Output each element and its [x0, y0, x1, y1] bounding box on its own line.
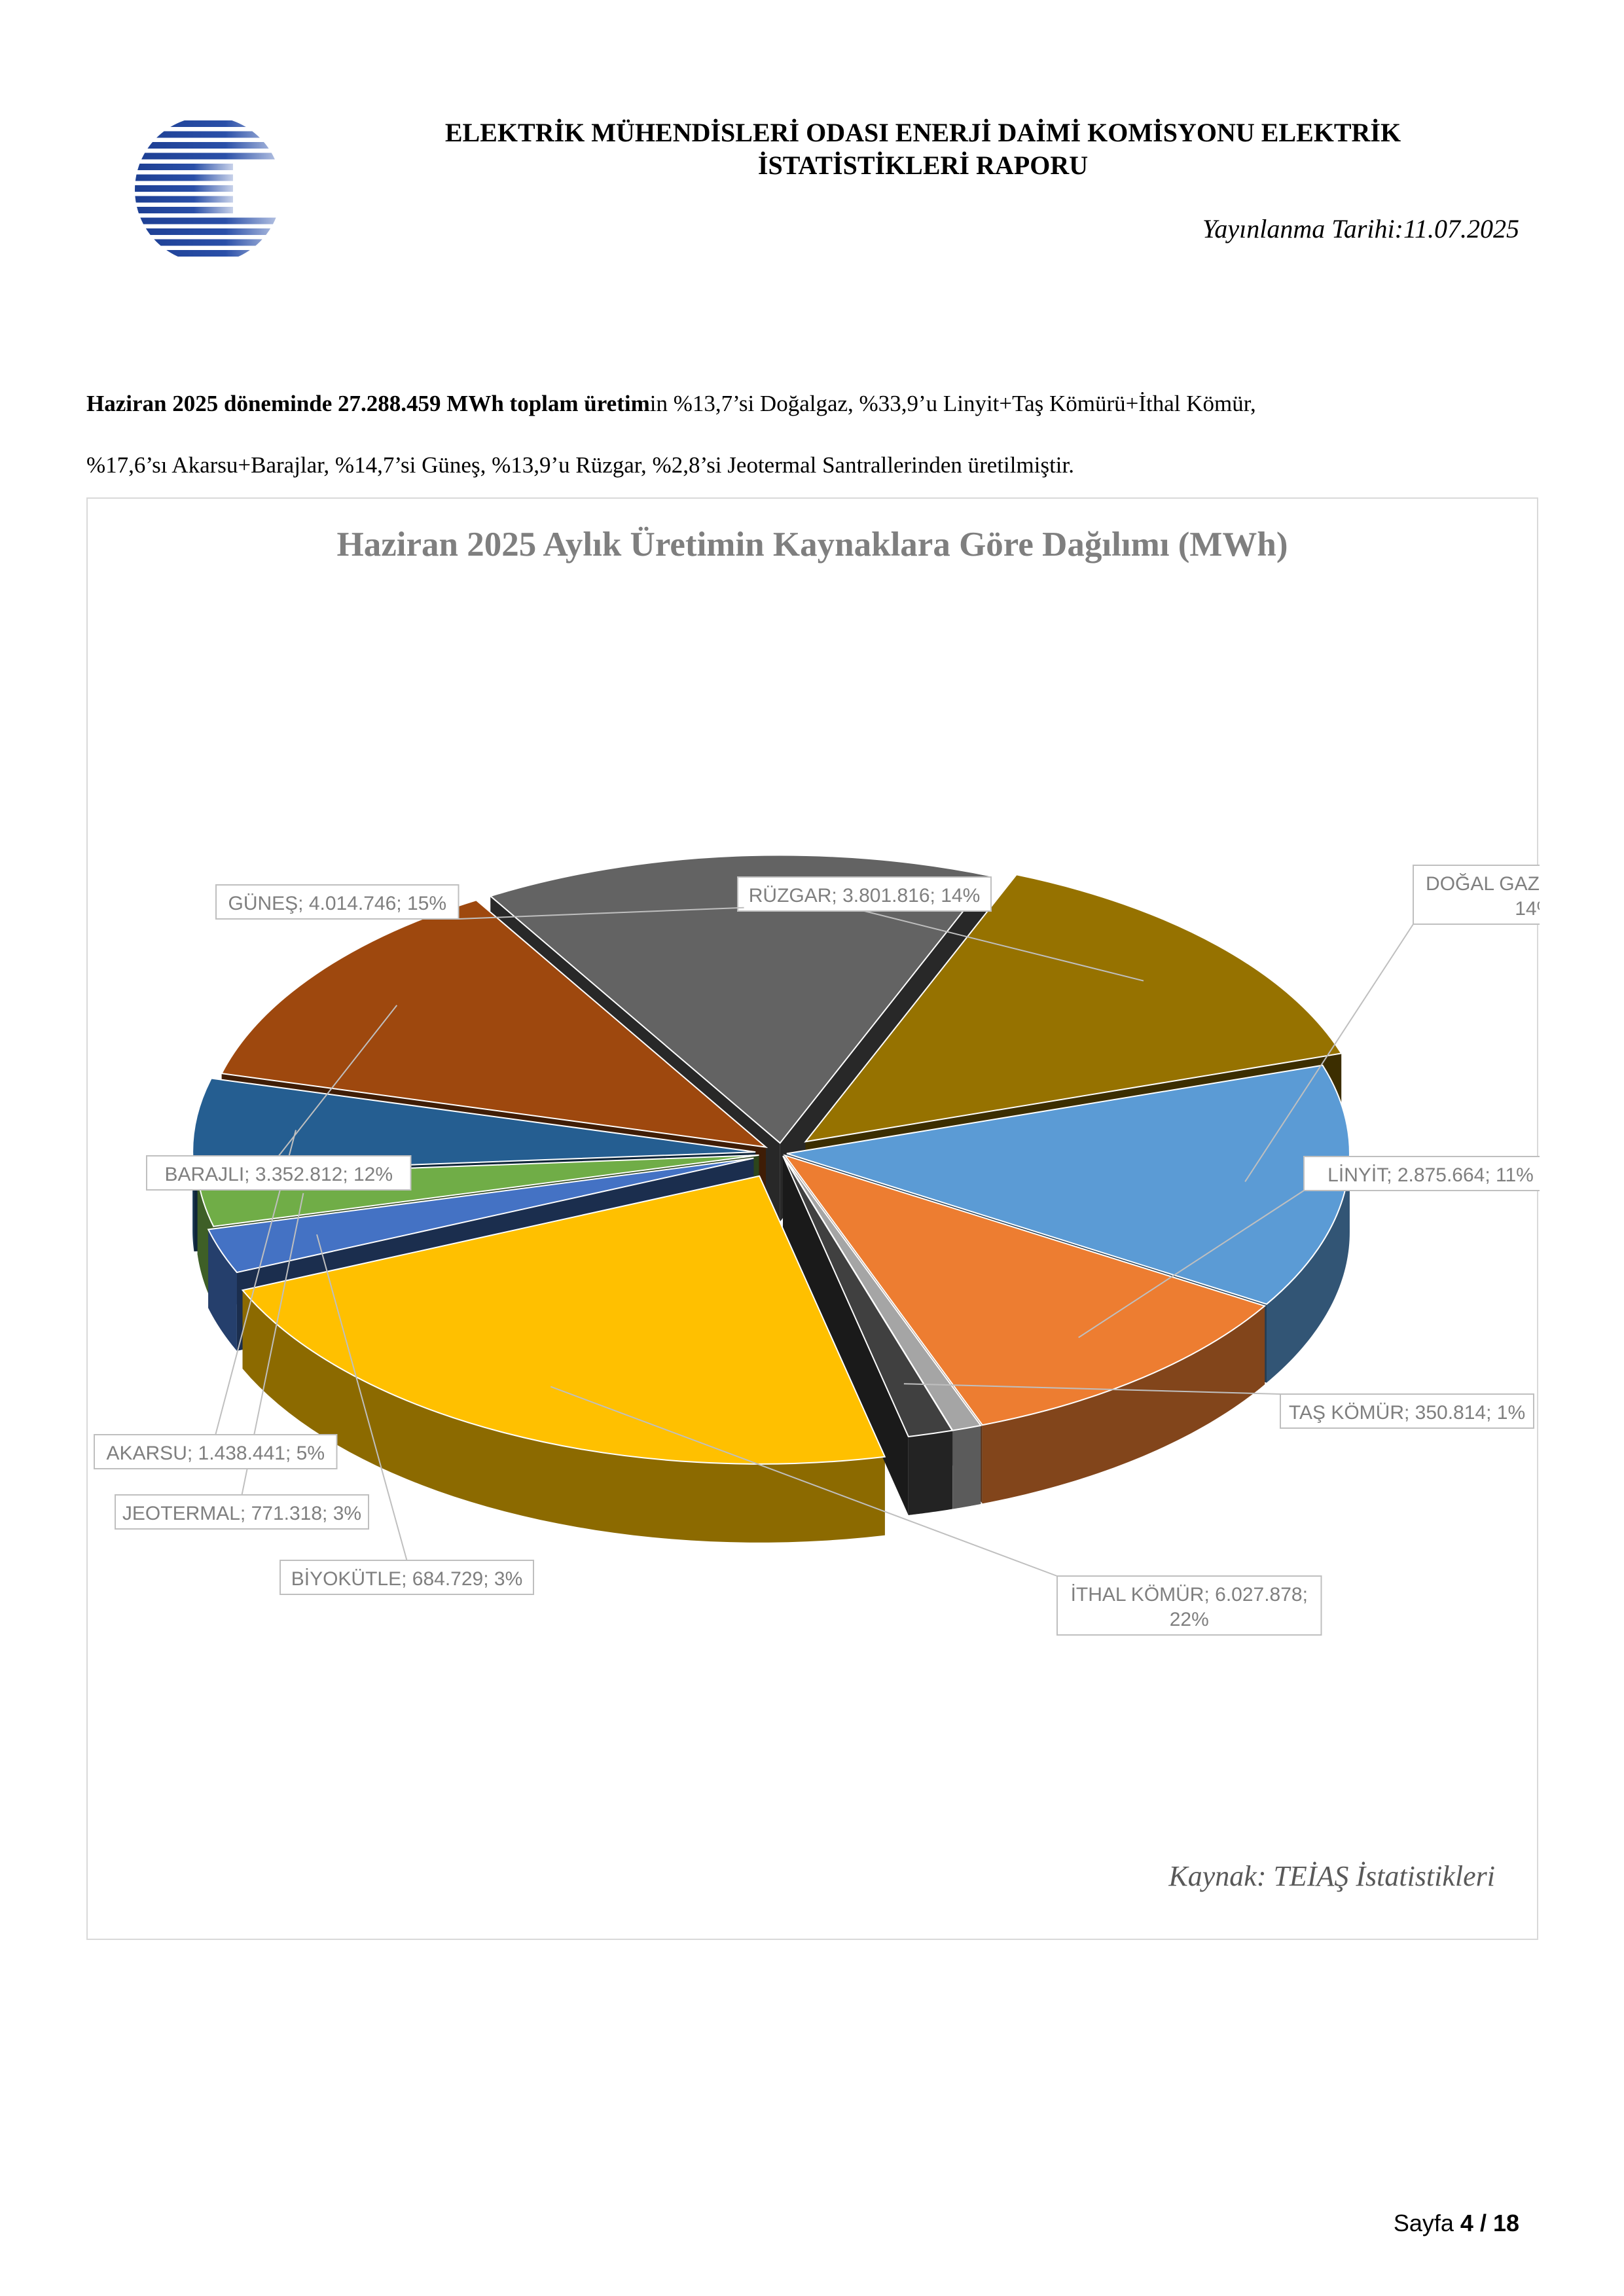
data-label: BARAJLI; 3.352.812; 12%	[164, 1164, 393, 1185]
pie-rim	[908, 1430, 952, 1515]
chart-frame: Haziran 2025 Aylık Üretimin Kaynaklara G…	[86, 497, 1540, 1940]
report-header-title: ELEKTRİK MÜHENDİSLERİ ODASI ENERJİ DAİMİ…	[327, 117, 1519, 182]
pie-tops	[192, 854, 1350, 1465]
chart-title: Haziran 2025 Aylık Üretimin Kaynaklara G…	[336, 526, 1288, 564]
data-label-box	[1280, 1393, 1534, 1429]
data-label-box	[215, 884, 460, 920]
pie-rim	[242, 1290, 885, 1543]
chart-source: Kaynak: TEİAŞ İstatistikleri	[1168, 1860, 1495, 1892]
pie-slice-bi-yok-tle	[207, 1157, 754, 1274]
data-label-box	[1303, 1156, 1540, 1191]
emo-logo	[135, 120, 281, 257]
data-label-box	[1413, 865, 1540, 925]
data-label: LİNYİT; 2.875.664; 11%	[1327, 1164, 1534, 1186]
intro-line1: Haziran 2025 döneminde 27.288.459 MWh to…	[86, 373, 1540, 435]
data-label-box	[737, 876, 992, 912]
pie-slice-i-thal-k-m-r	[241, 1175, 886, 1465]
data-label-box	[94, 1434, 338, 1469]
data-label: İTHAL KÖMÜR; 6.027.878;	[1071, 1584, 1308, 1605]
data-label-box	[1056, 1575, 1322, 1636]
leader-line	[864, 910, 1144, 982]
intro-paragraph: Haziran 2025 döneminde 27.288.459 MWh to…	[86, 373, 1540, 496]
pie-slice-ta-k-m-r	[782, 1155, 954, 1438]
pie-rim	[1266, 1153, 1350, 1383]
leader-line	[458, 906, 744, 920]
leader-line	[903, 1383, 1281, 1395]
data-label: 22%	[1170, 1609, 1209, 1630]
data-label: RÜZGAR; 3.801.816; 14%	[749, 885, 981, 906]
header-title-line2: İSTATİSTİKLERİ RAPORU	[757, 151, 1089, 180]
leader-line	[1244, 924, 1414, 1183]
data-label: TAŞ KÖMÜR; 350.814; 1%	[1289, 1402, 1525, 1424]
leader-line	[278, 1005, 398, 1157]
leader-line	[550, 1386, 1058, 1577]
data-label: GÜNEŞ; 4.014.746; 15%	[228, 893, 446, 914]
intro-line2: %17,6’sı Akarsu+Barajlar, %14,7’si Güneş…	[86, 452, 1074, 478]
intro-bold: Haziran 2025 döneminde 27.288.459 MWh to…	[86, 391, 650, 416]
data-label-box	[146, 1155, 412, 1191]
data-label: DOĞAL GAZ; 3.743.398;	[1426, 873, 1540, 895]
page-separator: /	[1473, 2210, 1493, 2236]
pie-slice-r-zgar	[804, 874, 1343, 1143]
pie-slice-g-ne-	[489, 854, 992, 1144]
leader-line	[316, 1234, 408, 1561]
pie-chart: RÜZGAR; 3.801.816; 14% DOĞAL GAZ; 3.743.3…	[94, 854, 1540, 1636]
data-label-box	[115, 1494, 369, 1530]
publication-date: Yayınlanma Tarihi:11.07.2025	[1202, 214, 1519, 243]
data-label: AKARSU; 1.438.441; 5%	[106, 1443, 325, 1464]
pie-rim	[208, 1229, 237, 1352]
data-label: 14%	[1515, 898, 1540, 920]
data-label: BİYOKÜTLE; 684.729; 3%	[291, 1568, 523, 1590]
pie-rim	[952, 1425, 981, 1509]
header-title-line1: ELEKTRİK MÜHENDİSLERİ ODASI ENERJİ DAİMİ…	[444, 118, 1401, 147]
page-prefix: Sayfa	[1393, 2210, 1454, 2236]
pie-slice-li-nyi-t	[783, 1154, 1267, 1426]
leader-line	[1078, 1190, 1305, 1338]
pie-wall	[783, 1156, 909, 1515]
page-total: 18	[1492, 2210, 1519, 2236]
pie-labels: RÜZGAR; 3.801.816; 14% DOĞAL GAZ; 3.743.3…	[94, 865, 1540, 1636]
page-footer: Sayfa 4 / 18	[1394, 2210, 1519, 2237]
data-label: JEOTERMAL; 771.318; 3%	[122, 1503, 361, 1524]
page-current: 4	[1460, 2210, 1473, 2236]
data-label-box	[280, 1560, 534, 1595]
pie-rim	[982, 1306, 1265, 1504]
intro-line1-rest: in %13,7’si Doğalgaz, %33,9’u Linyit+Taş…	[649, 391, 1256, 416]
